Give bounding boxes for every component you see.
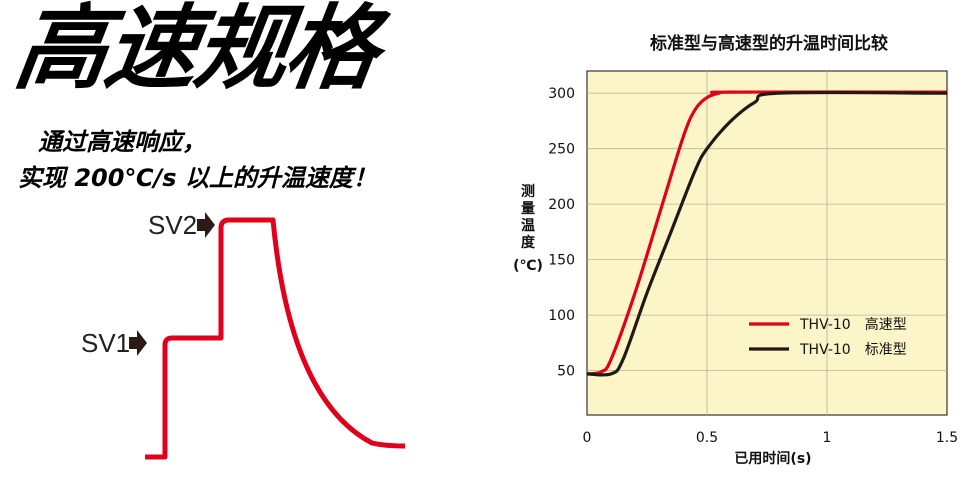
chart-legend: THV-10 高速型 THV-10 标准型 xyxy=(749,316,907,358)
tagline-line-1: 通过高速响应， xyxy=(38,128,206,156)
sv1-label: SV1 xyxy=(81,328,130,358)
tagline-line-2: 实现 200℃/s 以上的升温速度！ xyxy=(18,164,377,192)
temperature-profile-curve xyxy=(145,217,406,460)
x-tick-label: 1 xyxy=(823,430,832,446)
chart-title: 标准型与高速型的升温时间比较 xyxy=(650,33,888,54)
y-tick-label: 300 xyxy=(548,86,575,102)
series-line-0 xyxy=(586,90,948,376)
x-tick-label: 0.5 xyxy=(696,430,718,446)
legend-label: THV-10 高速型 xyxy=(799,316,907,333)
arrow-right-icon xyxy=(197,212,215,238)
grid-lines xyxy=(587,71,947,415)
x-tick-label: 1.5 xyxy=(936,430,958,446)
x-tick-label: 0 xyxy=(583,430,592,446)
y-tick-label: 150 xyxy=(548,253,575,269)
y-tick-label: 250 xyxy=(548,142,575,158)
x-axis-label: 已用时间(s) xyxy=(734,450,811,467)
sv2-label: SV2 xyxy=(148,210,197,240)
arrow-right-icon xyxy=(129,330,147,356)
series-lines xyxy=(586,90,948,377)
y-axis-label: 测量温度(℃) xyxy=(513,183,543,274)
y-tick-label: 200 xyxy=(548,197,575,213)
x-axis-ticks: 0 0.5 1 1.5 xyxy=(583,430,959,446)
y-tick-label: 100 xyxy=(548,308,575,324)
legend-label: THV-10 标准型 xyxy=(799,342,907,358)
tagline: 通过高速响应， 实现 200℃/s 以上的升温速度！ xyxy=(18,124,377,196)
y-tick-label: 50 xyxy=(557,364,575,380)
series-line-1 xyxy=(586,90,948,377)
plot-area xyxy=(586,70,948,416)
temperature-profile-diagram: SV2 SV1 xyxy=(81,210,406,460)
y-axis-ticks: 50 100 150 200 250 300 xyxy=(548,86,575,379)
